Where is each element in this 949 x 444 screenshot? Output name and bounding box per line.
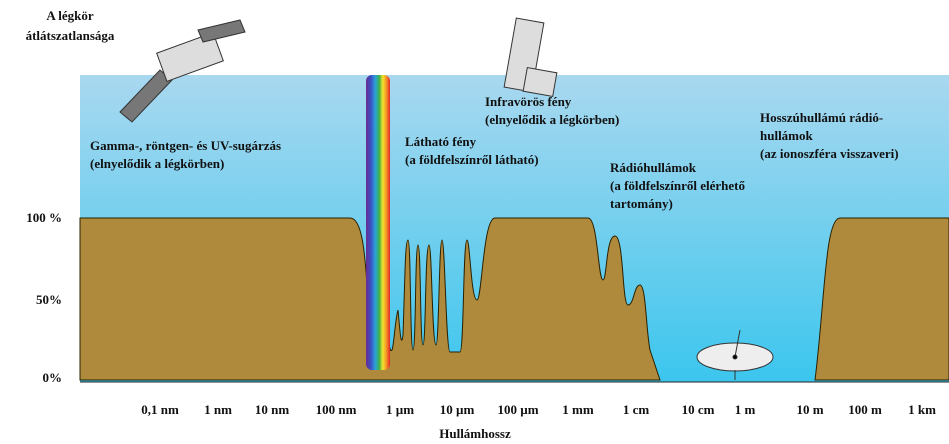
annotation: Infravörös fény [485, 94, 572, 109]
x-label: 1 µm [386, 402, 414, 417]
annotation: Rádióhullámok [610, 160, 697, 175]
telescope-icon [504, 18, 557, 96]
annotation: Látható fény [405, 134, 477, 149]
visible-spectrum [366, 75, 390, 370]
x-axis-title: Hullámhossz [439, 426, 511, 441]
page: A légkör átlátszatlansága Gamma-, röntgen-… [0, 0, 949, 444]
title: A légkör [46, 8, 94, 23]
title: átlátszatlansága [26, 28, 115, 43]
x-label: 100 µm [497, 402, 538, 417]
annotation: (elnyelődik a légkörben) [485, 112, 619, 127]
x-label: 1 cm [623, 402, 650, 417]
x-label: 100 nm [316, 402, 357, 417]
annotation: Hosszúhullámú rádió- [760, 110, 883, 125]
x-label: 10 nm [255, 402, 289, 417]
x-label: 1 m [735, 402, 756, 417]
annotation: (a földfelszínről látható) [405, 152, 539, 167]
y-label: 0% [43, 370, 63, 385]
y-label: 50% [36, 292, 62, 307]
x-label: 100 m [848, 402, 882, 417]
x-label: 10 m [796, 402, 823, 417]
x-label: 10 cm [682, 402, 715, 417]
x-label: 0,1 nm [141, 402, 179, 417]
x-label: 1 nm [204, 402, 232, 417]
annotation: (az ionoszféra visszaveri) [760, 146, 899, 161]
x-label: 1 km [908, 402, 936, 417]
annotation: Gamma-, röntgen- és UV-sugárzás [90, 138, 281, 153]
y-label: 100 % [26, 210, 62, 225]
diagram: A légkör átlátszatlansága Gamma-, röntgen-… [0, 0, 949, 444]
annotation: (elnyelődik a légkörben) [90, 156, 224, 171]
annotation: (a földfelszínről elérhető [610, 178, 746, 193]
annotation: tartomány) [610, 196, 673, 211]
x-label: 1 mm [562, 402, 594, 417]
x-label: 10 µm [440, 402, 475, 417]
annotation: hullámok [760, 128, 814, 143]
